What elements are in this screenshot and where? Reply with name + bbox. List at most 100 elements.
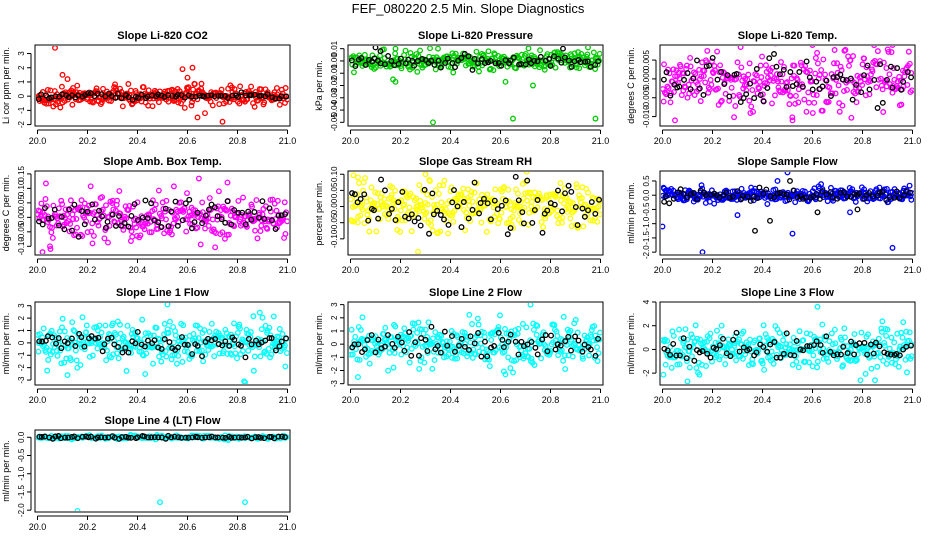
data-point xyxy=(806,74,813,81)
data-point xyxy=(437,228,444,235)
data-point xyxy=(813,78,820,85)
data-point xyxy=(899,334,906,341)
data-point xyxy=(429,227,436,234)
data-point xyxy=(904,81,911,88)
data-point xyxy=(142,330,149,337)
data-point xyxy=(269,217,275,224)
y-tick-label: 0.00 xyxy=(330,198,339,214)
data-point xyxy=(422,57,429,63)
x-axis: 20.0 20.2 20.4 20.6 20.8 21.0 xyxy=(342,388,609,405)
data-point xyxy=(216,350,223,357)
data-point xyxy=(839,76,846,83)
data-point xyxy=(77,362,84,369)
y-tick-label: 0.05 xyxy=(17,195,26,211)
data-point xyxy=(85,434,92,441)
data-points xyxy=(36,175,289,254)
data-point xyxy=(428,57,435,64)
data-point xyxy=(415,215,422,222)
data-point xyxy=(728,84,735,91)
data-point xyxy=(449,212,455,219)
data-point xyxy=(251,209,258,215)
data-point xyxy=(733,329,740,336)
data-point xyxy=(763,186,770,193)
y-tick-label: -1 xyxy=(330,353,339,361)
x-tick-label: 20.0 xyxy=(342,395,360,405)
data-point xyxy=(510,225,517,231)
data-point xyxy=(171,433,178,440)
data-point xyxy=(170,183,177,190)
data-point xyxy=(716,356,723,363)
data-point xyxy=(793,358,800,365)
data-point xyxy=(449,199,456,206)
all-series xyxy=(36,175,289,254)
data-point xyxy=(155,187,162,194)
data-point xyxy=(740,344,747,351)
data-point xyxy=(245,335,252,342)
y-tick-label: -0.05 xyxy=(330,113,339,132)
data-point xyxy=(817,342,824,349)
data-point xyxy=(661,76,667,83)
y-axis-label: ml/min per min. xyxy=(1,440,11,502)
data-point xyxy=(494,326,501,333)
data-point xyxy=(574,184,581,191)
data-point xyxy=(357,212,364,219)
y-tick-label: 0 xyxy=(17,93,26,98)
data-point xyxy=(512,338,519,345)
data-point xyxy=(850,53,857,60)
data-point xyxy=(881,340,888,346)
data-point xyxy=(542,332,549,339)
reference-series xyxy=(36,196,289,240)
data-point xyxy=(44,86,51,93)
data-point xyxy=(571,50,578,57)
data-point xyxy=(837,351,844,358)
data-point xyxy=(100,85,106,92)
data-point xyxy=(672,73,679,80)
data-point xyxy=(408,228,415,235)
data-point xyxy=(696,371,703,378)
data-point xyxy=(792,199,799,206)
data-point xyxy=(57,104,64,111)
data-point xyxy=(471,340,478,347)
data-point xyxy=(451,348,458,355)
data-point xyxy=(909,87,914,94)
x-axis: 20.0 20.2 20.4 20.6 20.8 21.0 xyxy=(654,129,921,146)
x-tick-label: 20.4 xyxy=(129,522,147,532)
data-point xyxy=(661,98,667,105)
data-point xyxy=(847,57,854,64)
y-axis: -0.10-0.050.000.050.100.15 xyxy=(17,166,32,255)
data-point xyxy=(488,337,495,343)
data-point xyxy=(238,89,245,96)
data-point xyxy=(359,206,366,213)
data-point xyxy=(587,217,594,224)
data-point xyxy=(908,353,914,360)
data-point xyxy=(108,334,115,341)
y-axis-label: degrees C per min. xyxy=(626,47,636,124)
data-point xyxy=(172,198,179,205)
chart-title: Slope Sample Flow xyxy=(737,156,838,168)
data-point xyxy=(135,217,141,223)
data-point xyxy=(876,189,883,196)
data-point xyxy=(485,48,492,55)
data-point xyxy=(83,322,90,329)
data-point xyxy=(811,342,817,348)
data-point xyxy=(881,349,888,356)
data-point xyxy=(134,335,141,342)
data-point xyxy=(525,46,532,52)
data-point xyxy=(132,340,139,347)
outlier-point xyxy=(684,378,691,384)
data-point xyxy=(211,353,218,360)
x-tick-label: 20.4 xyxy=(442,395,460,405)
data-point xyxy=(582,201,589,208)
data-point xyxy=(371,200,378,207)
all-series xyxy=(661,46,914,124)
data-point xyxy=(208,337,215,344)
data-point xyxy=(775,78,781,85)
data-point xyxy=(109,211,116,218)
data-point xyxy=(703,63,710,70)
data-point xyxy=(528,338,535,345)
outlier-point xyxy=(809,46,816,48)
data-point xyxy=(597,329,602,336)
data-point xyxy=(522,61,529,68)
data-point xyxy=(73,215,80,222)
